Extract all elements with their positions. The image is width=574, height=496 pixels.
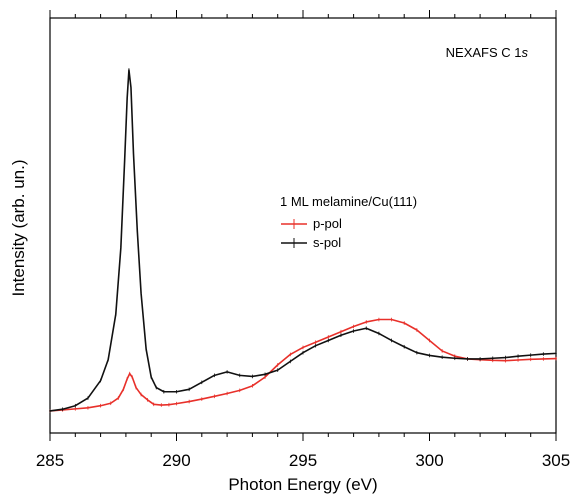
legend-label-s-pol: s-pol xyxy=(313,235,341,250)
x-tick-label: 305 xyxy=(542,451,570,470)
x-axis-title: Photon Energy (eV) xyxy=(228,475,377,494)
series-layer xyxy=(49,68,557,413)
annotation-italic: s xyxy=(522,45,529,60)
x-tick-label: 300 xyxy=(415,451,443,470)
series-line-p-pol xyxy=(49,318,557,412)
annotation-main: NEXAFS C 1 xyxy=(446,45,522,60)
plot-frame xyxy=(49,17,557,434)
legend: 1 ML melamine/Cu(111) p-pol s-pol xyxy=(280,194,417,250)
nexafs-annotation: NEXAFS C 1s xyxy=(446,45,529,60)
x-axis-ticks: 285 290 295 300 305 xyxy=(36,10,570,470)
x-tick-label: 285 xyxy=(36,451,64,470)
legend-title: 1 ML melamine/Cu(111) xyxy=(280,194,417,209)
legend-label-p-pol: p-pol xyxy=(313,216,342,231)
x-tick-label: 290 xyxy=(162,451,190,470)
y-axis-title: Intensity (arb. un.) xyxy=(9,159,28,296)
series-line-s-pol xyxy=(49,69,557,412)
x-tick-label: 295 xyxy=(289,451,317,470)
